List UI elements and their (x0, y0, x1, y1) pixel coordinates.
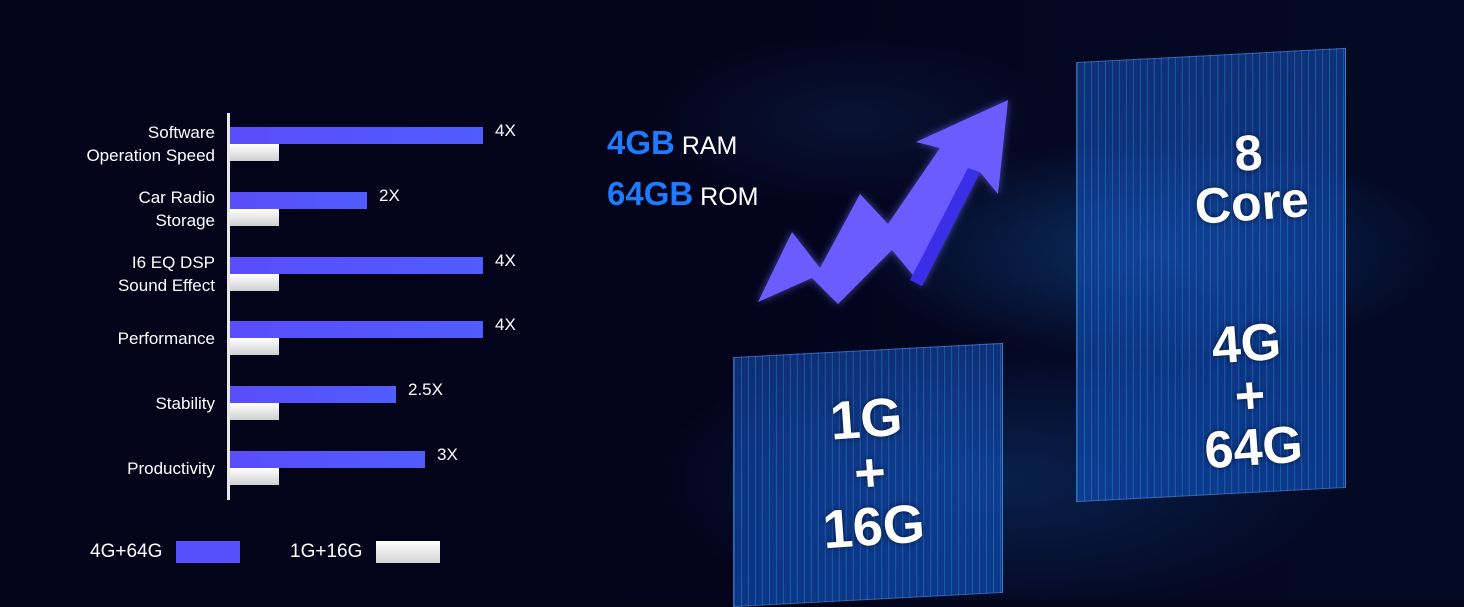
bar-1g16g (230, 338, 279, 355)
rom-spec: 64GB ROM (607, 175, 759, 212)
legend-item-1g16g: 1G+16G (290, 541, 441, 563)
bar-4g64g (230, 386, 396, 403)
category-label: Performance (117, 328, 215, 348)
bar-4g64g (230, 451, 425, 468)
data-label: 4X (495, 121, 516, 140)
4g-64g-label: 4G +64G (1202, 312, 1305, 481)
legend-swatch (376, 541, 441, 563)
data-label: 4X (495, 315, 516, 334)
8-core-label: 8 Core (1192, 124, 1311, 235)
data-label: 4X (495, 251, 516, 270)
category-label: Stability (155, 393, 215, 413)
legend-label: 4G+64G (90, 541, 163, 562)
bar-4g64g (230, 257, 483, 274)
data-label: 2X (379, 186, 400, 205)
data-label: 3X (437, 445, 458, 464)
bar-4g64g (230, 127, 483, 144)
category-label: Car Radio Storage (138, 188, 215, 230)
bar-1g16g (230, 144, 279, 161)
bar-1g16g (230, 274, 279, 291)
legend-item-4g64g: 4G+64G (90, 541, 241, 563)
ram-spec: 4GB RAM (607, 124, 738, 161)
1g-16g-label: 1G +16G (820, 386, 927, 561)
bar-4g64g (230, 321, 483, 338)
category-label: Software Operation Speed (86, 123, 215, 165)
data-label: 2.5X (408, 380, 443, 399)
bar-1g16g (230, 468, 279, 485)
bar-4g64g (230, 192, 367, 209)
bar-1g16g (230, 403, 279, 420)
legend-label: 1G+16G (290, 541, 363, 562)
legend-swatch (176, 541, 241, 563)
y-axis (227, 113, 230, 500)
category-label: Productivity (127, 458, 215, 478)
category-label: I6 EQ DSP Sound Effect (117, 253, 215, 295)
bar-1g16g (230, 209, 279, 226)
growth-arrow-icon (758, 100, 1008, 304)
